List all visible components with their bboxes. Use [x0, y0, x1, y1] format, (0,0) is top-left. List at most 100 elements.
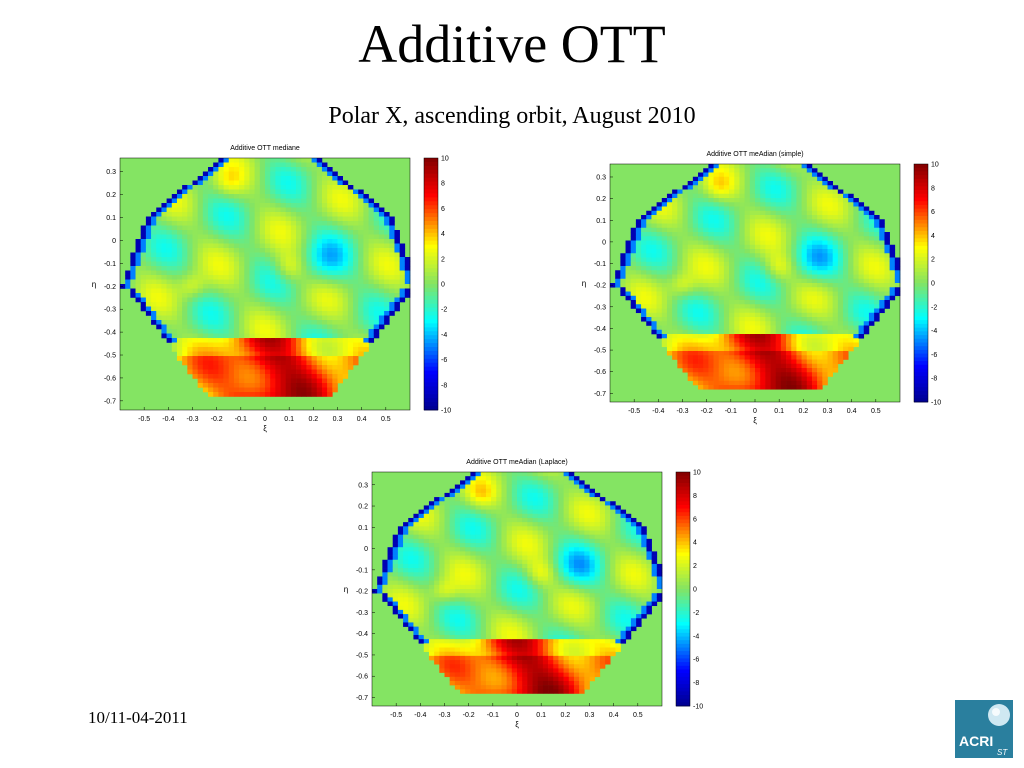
- heatmap-cell: [182, 311, 188, 316]
- heatmap-cell: [337, 347, 343, 352]
- heatmap-cell: [692, 363, 699, 369]
- heatmap-cell: [848, 219, 854, 224]
- heatmap-cell: [280, 302, 287, 307]
- heatmap-cell: [337, 207, 343, 213]
- heatmap-cell: [692, 240, 699, 246]
- colorbar-step: [914, 260, 928, 265]
- heatmap-cell: [296, 198, 302, 204]
- heatmap-cell: [306, 288, 312, 294]
- heatmap-cell: [249, 198, 255, 204]
- heatmap-cell: [337, 257, 343, 262]
- heatmap-cell: [249, 261, 255, 267]
- heatmap-cell: [858, 253, 865, 258]
- heatmap-cell: [786, 215, 792, 220]
- heatmap-cell: [145, 288, 152, 294]
- heatmap-cell: [672, 240, 678, 246]
- heatmap-cell: [218, 216, 224, 222]
- heatmap-cell: [817, 325, 823, 331]
- colorbar-step: [914, 264, 928, 269]
- heatmap-cell: [832, 274, 839, 280]
- heatmap-cell: [321, 333, 328, 339]
- heatmap-cell: [270, 203, 276, 208]
- heatmap-cell: [615, 283, 621, 288]
- heatmap-cell: [760, 372, 766, 377]
- heatmap-cell: [434, 593, 440, 598]
- heatmap-cell: [285, 252, 292, 258]
- heatmap-cell: [306, 383, 312, 388]
- heatmap-cell: [368, 225, 375, 231]
- heatmap-cell: [311, 180, 318, 186]
- heatmap-cell: [218, 297, 224, 303]
- heatmap-cell: [801, 223, 808, 229]
- heatmap-cell: [316, 194, 323, 199]
- heatmap-cell: [301, 171, 307, 177]
- heatmap-cell: [353, 320, 359, 325]
- heatmap-cell: [729, 232, 735, 237]
- heatmap-cell: [223, 378, 230, 384]
- heatmap-cell: [353, 266, 359, 271]
- heatmap-cell: [275, 189, 281, 195]
- heatmap-cell: [723, 257, 730, 263]
- heatmap-cell: [156, 266, 162, 271]
- heatmap-cell: [635, 219, 642, 224]
- heatmap-cell: [192, 216, 198, 222]
- heatmap-cell: [244, 338, 250, 343]
- heatmap-cell: [353, 333, 359, 339]
- heatmap-cell: [233, 392, 240, 397]
- heatmap-cell: [651, 206, 657, 212]
- heatmap-cell: [755, 249, 761, 254]
- heatmap-cell: [239, 185, 245, 190]
- heatmap-cell: [233, 180, 240, 186]
- heatmap-cell: [182, 207, 188, 213]
- heatmap-cell: [672, 304, 678, 309]
- heatmap-cell: [822, 325, 828, 331]
- heatmap-cell: [368, 324, 375, 330]
- heatmap-cell: [863, 223, 870, 229]
- heatmap-cell: [765, 240, 771, 246]
- heatmap-cell: [418, 530, 425, 535]
- slide-title: Additive OTT: [358, 14, 666, 74]
- heatmap-cell: [687, 244, 694, 250]
- heatmap-cell: [739, 338, 745, 343]
- heatmap-cell: [368, 230, 375, 235]
- heatmap-cell: [156, 261, 162, 267]
- heatmap-cell: [832, 287, 839, 292]
- heatmap-cell: [213, 365, 219, 370]
- heatmap-cell: [703, 261, 709, 267]
- heatmap-cell: [620, 283, 626, 288]
- heatmap-cell: [311, 342, 318, 348]
- heatmap-cell: [156, 297, 162, 303]
- heatmap-cell: [786, 244, 792, 250]
- heatmap-cell: [817, 210, 823, 216]
- heatmap-cell: [368, 279, 375, 285]
- heatmap-cell: [213, 171, 219, 177]
- heatmap-cell: [822, 300, 828, 305]
- heatmap-cell: [718, 249, 725, 254]
- heatmap-cell: [382, 580, 388, 586]
- heatmap-cell: [140, 306, 147, 312]
- heatmap-cell: [228, 185, 235, 190]
- heatmap-cell: [848, 240, 854, 246]
- heatmap-cell: [755, 385, 761, 390]
- heatmap-cell: [786, 210, 792, 216]
- heatmap-cell: [192, 266, 198, 271]
- heatmap-cell: [265, 252, 271, 258]
- heatmap-cell: [347, 333, 354, 339]
- heatmap-cell: [306, 320, 312, 325]
- heatmap-cell: [848, 342, 854, 348]
- heatmap-cell: [791, 351, 797, 356]
- heatmap-cell: [347, 221, 354, 226]
- heatmap-cell: [275, 293, 281, 298]
- heatmap-cell: [223, 252, 230, 258]
- heatmap-cell: [848, 257, 854, 263]
- heatmap-cell: [822, 368, 828, 373]
- heatmap-cell: [703, 283, 709, 288]
- heatmap-cell: [296, 225, 302, 231]
- heatmap-cell: [755, 172, 761, 178]
- heatmap-cell: [672, 227, 678, 233]
- heatmap-cell: [801, 317, 808, 322]
- heatmap-cell: [202, 347, 209, 352]
- heatmap-cell: [791, 368, 797, 373]
- heatmap-cell: [197, 297, 204, 303]
- heatmap-cell: [218, 302, 224, 307]
